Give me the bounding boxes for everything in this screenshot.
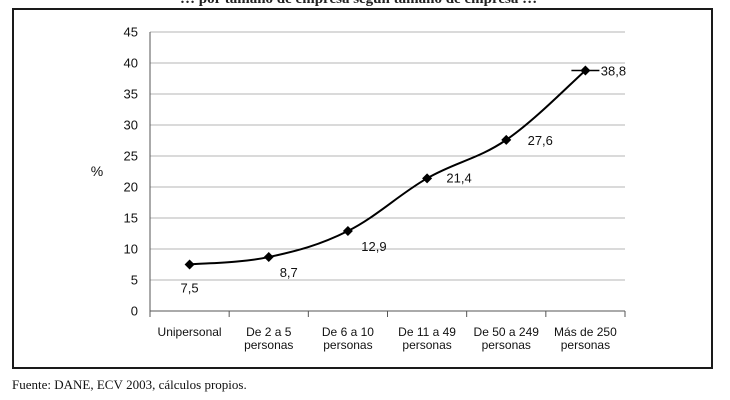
data-point xyxy=(501,134,512,145)
data-label: 8,7 xyxy=(280,265,298,280)
y-tick-label: 15 xyxy=(124,211,138,226)
x-tick-label: personas xyxy=(561,338,610,352)
y-tick-label: 45 xyxy=(124,25,138,40)
x-tick-label: Más de 250 xyxy=(554,325,617,339)
source-org-dane: DANE xyxy=(54,377,91,392)
y-axis-label: % xyxy=(91,163,103,179)
source-org-ecv: ECV xyxy=(96,377,123,392)
y-tick-label: 0 xyxy=(131,304,138,319)
x-tick-label: De 50 a 249 xyxy=(474,325,540,339)
source-prefix: Fuente: xyxy=(12,377,55,392)
data-label: 27,6 xyxy=(528,133,553,148)
x-tick-label: personas xyxy=(482,338,531,352)
data-point xyxy=(184,259,195,270)
data-label: 38,8 xyxy=(601,63,626,78)
data-point xyxy=(342,226,353,237)
data-point xyxy=(263,252,274,263)
data-label: 21,4 xyxy=(446,170,471,185)
chart-title: … por tamaño de empresa según tamaño de … xyxy=(180,0,537,8)
y-tick-label: 35 xyxy=(124,87,138,102)
data-point xyxy=(580,65,591,76)
source-sep: , xyxy=(90,377,97,392)
y-tick-label: 40 xyxy=(124,56,138,71)
data-label: 12,9 xyxy=(361,239,386,254)
source-rest: 2003, cálculos propios. xyxy=(122,377,247,392)
x-tick-label: De 2 a 5 xyxy=(246,325,292,339)
x-tick-label: personas xyxy=(402,338,451,352)
x-tick-label: Unipersonal xyxy=(158,325,222,339)
y-tick-label: 30 xyxy=(124,118,138,133)
chart-frame xyxy=(12,8,713,369)
data-point xyxy=(422,173,433,184)
x-tick-label: De 6 a 10 xyxy=(322,325,374,339)
chart-title-strip: … por tamaño de empresa según tamaño de … xyxy=(0,0,730,8)
x-tick-label: De 11 a 49 xyxy=(398,325,456,339)
x-tick-label: personas xyxy=(244,338,293,352)
y-tick-label: 20 xyxy=(124,180,138,195)
y-tick-label: 25 xyxy=(124,149,138,164)
y-tick-label: 10 xyxy=(124,242,138,257)
source-note: Fuente: DANE, ECV 2003, cálculos propios… xyxy=(12,377,247,393)
series-line xyxy=(189,69,587,266)
data-label: 7,5 xyxy=(181,281,199,296)
y-tick-label: 5 xyxy=(131,273,138,288)
x-tick-label: personas xyxy=(323,338,372,352)
